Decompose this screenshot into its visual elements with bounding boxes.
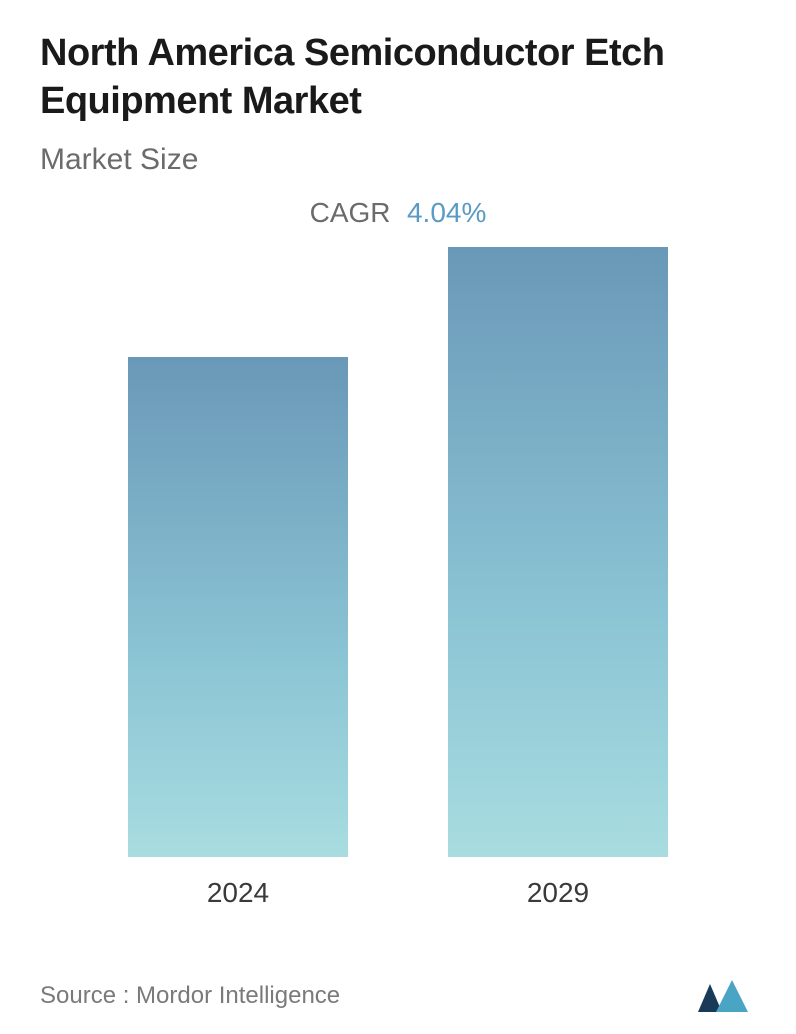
footer: Source : Mordor Intelligence bbox=[40, 978, 756, 1014]
bar-0 bbox=[128, 357, 348, 857]
bar-label-0: 2024 bbox=[207, 877, 269, 909]
mordor-logo-icon bbox=[696, 978, 756, 1014]
cagr-value: 4.04% bbox=[407, 197, 486, 229]
cagr-row: CAGR 4.04% bbox=[40, 197, 756, 229]
chart-title: North America Semiconductor Etch Equipme… bbox=[40, 30, 756, 125]
chart-container: North America Semiconductor Etch Equipme… bbox=[0, 0, 796, 1034]
bar-group-0: 2024 bbox=[128, 357, 348, 909]
bar-label-1: 2029 bbox=[527, 877, 589, 909]
source-text: Source : Mordor Intelligence bbox=[40, 982, 340, 1010]
chart-subtitle: Market Size bbox=[40, 143, 756, 177]
bar-group-1: 2029 bbox=[448, 247, 668, 909]
bar-1 bbox=[448, 247, 668, 857]
chart-area: 2024 2029 bbox=[40, 269, 756, 909]
cagr-label: CAGR bbox=[310, 197, 391, 229]
